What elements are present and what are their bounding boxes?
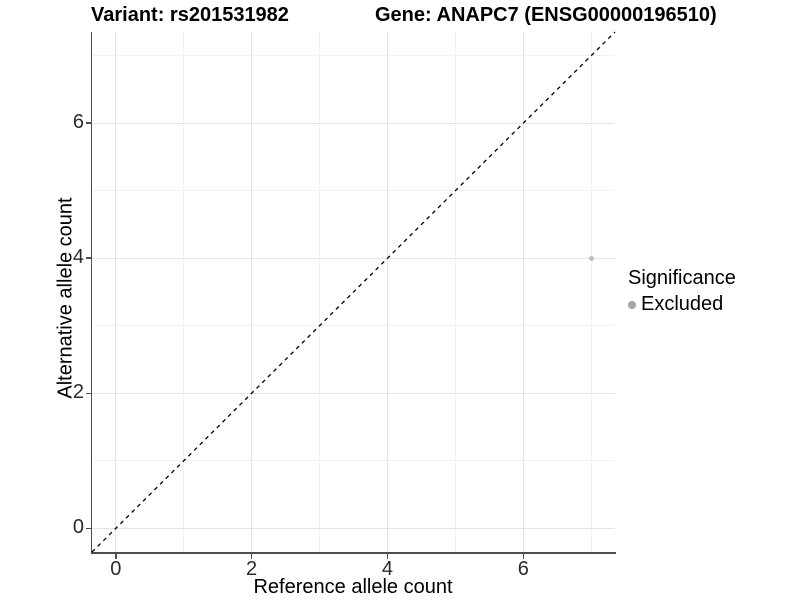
legend-title: Significance [628,267,736,289]
y-tick-label: 0 [72,516,84,539]
y-tick-mark [85,392,91,395]
x-tick-label: 2 [246,558,258,580]
x-minor-gridline [590,32,592,552]
y-tick-label: 4 [72,246,84,269]
x-minor-gridline [454,32,456,552]
gene-title: Gene: ANAPC7 (ENSG00000196510) [375,4,717,26]
x-axis-line [90,552,616,554]
x-tick-mark [386,553,389,559]
identity-dashed-line [91,31,616,553]
y-tick-mark [85,257,91,259]
x-tick-label: 4 [381,558,394,580]
y-minor-gridline [92,325,615,327]
x-minor-gridline [319,32,321,552]
y-major-gridline [92,257,615,259]
x-major-gridline [251,32,253,552]
y-major-gridline [92,392,615,394]
legend-key-dot-icon [628,300,636,309]
x-major-gridline [386,32,388,552]
legend-entry-label: Excluded [641,293,724,315]
y-tick-mark [85,122,91,124]
legend: Significance Excluded [628,267,736,316]
legend-entry-excluded: Excluded [628,293,736,316]
y-axis-line [90,32,92,554]
y-major-gridline [92,122,615,124]
y-major-gridline [92,527,615,529]
x-tick-mark [115,553,117,559]
x-tick-mark [522,553,525,559]
y-tick-label: 6 [72,110,84,133]
variant-title: Variant: rs201531982 [91,4,289,26]
x-tick-mark [250,553,253,559]
y-tick-mark [85,527,91,530]
x-tick-label: 6 [517,558,529,580]
y-axis-title: Alternative allele count [54,197,77,399]
x-major-gridline [522,32,524,552]
x-axis-title: Reference allele count [253,576,453,598]
x-minor-gridline [183,32,185,552]
x-major-gridline [115,32,117,552]
y-minor-gridline [92,55,615,57]
y-minor-gridline [92,190,615,192]
y-tick-label: 2 [72,381,84,404]
data-point [588,255,594,261]
y-minor-gridline [92,460,615,462]
x-tick-label: 0 [110,558,122,580]
